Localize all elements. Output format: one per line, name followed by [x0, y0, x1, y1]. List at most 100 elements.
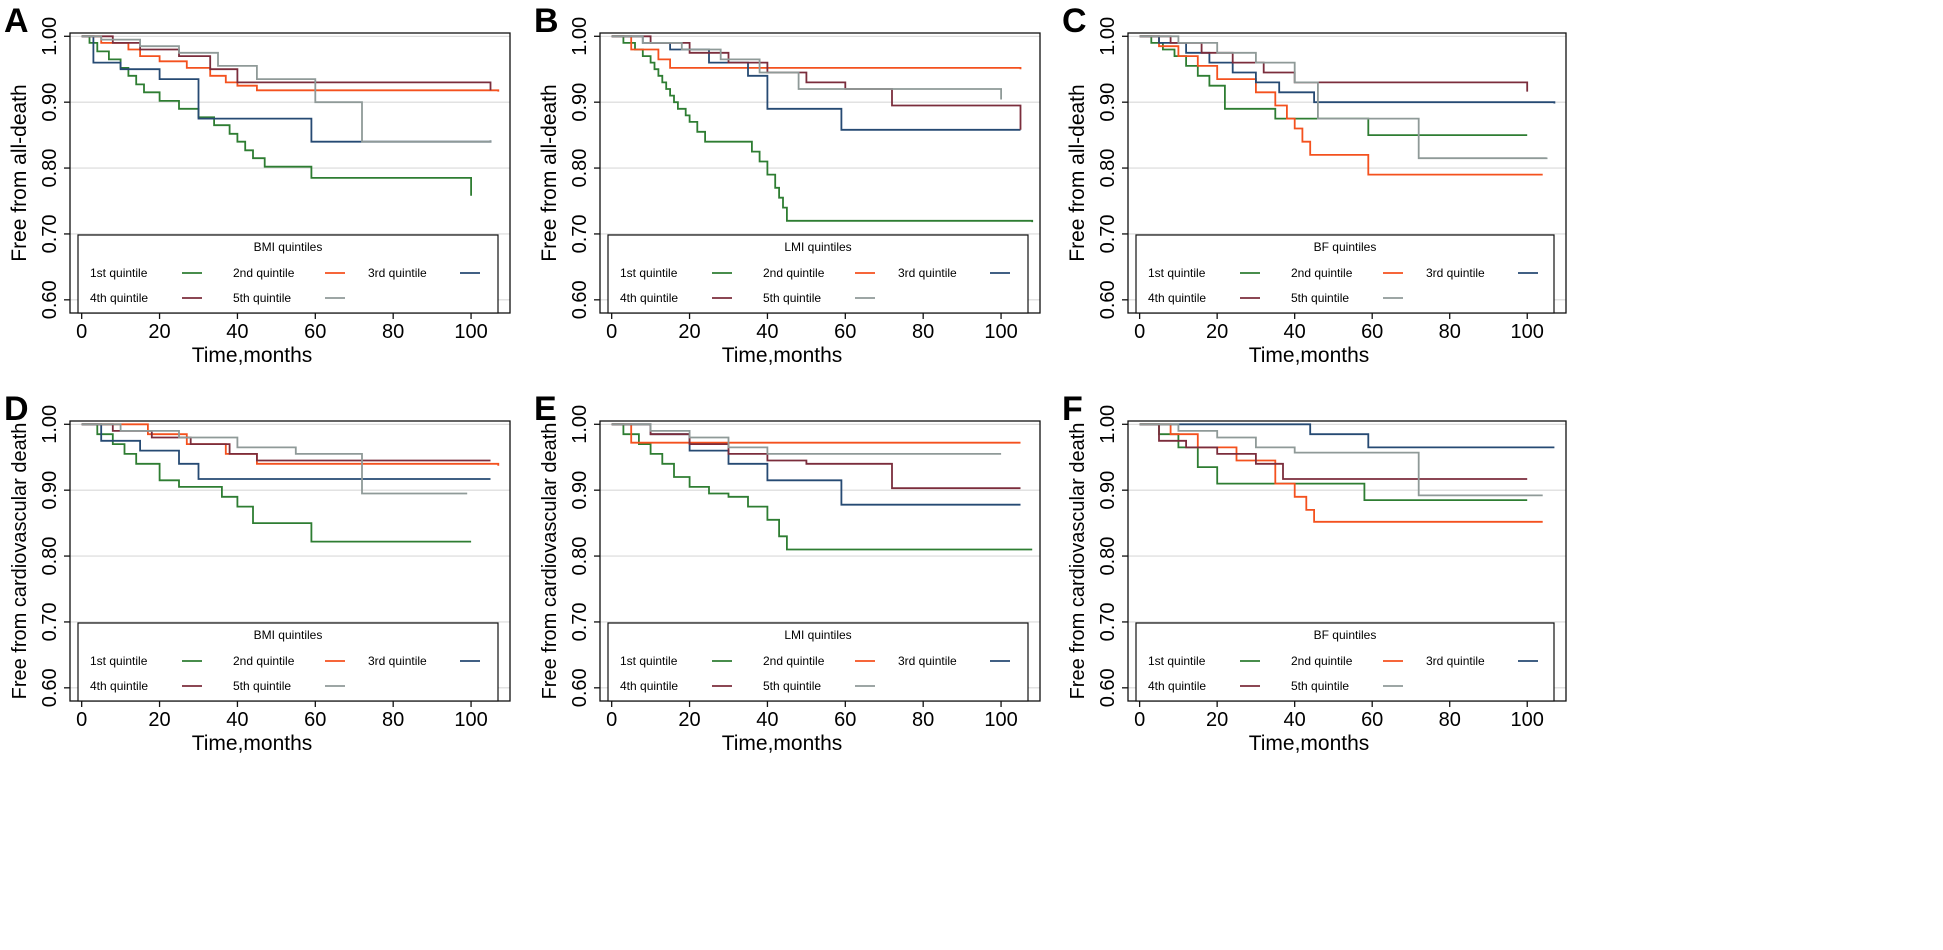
x-tick-label: 60 [304, 709, 326, 731]
y-tick-label: 1.00 [39, 17, 61, 56]
y-tick-label: 0.60 [569, 280, 591, 319]
legend-label: 3rd quintile [368, 654, 427, 668]
y-tick-label: 1.00 [1097, 405, 1119, 444]
panel-e: E 0.60 0.70 0.80 0.90 1.00 0 20 40 60 80 100 Time,mo… [534, 390, 1041, 755]
y-axis-title: Free from cardiovascular death [539, 423, 561, 700]
y-tick-label: 0.60 [39, 668, 61, 707]
legend-label: 3rd quintile [368, 266, 427, 280]
x-tick-label: 0 [76, 709, 87, 731]
x-tick-label: 20 [148, 321, 170, 343]
y-axis-title: Free from all-death [538, 84, 561, 261]
y-tick-label: 1.00 [1097, 17, 1119, 56]
x-tick-label: 80 [1439, 321, 1461, 343]
x-tick-label: 100 [454, 709, 487, 731]
x-tick-label: 100 [984, 709, 1017, 731]
x-tick-label: 20 [1206, 321, 1228, 343]
series-line-3 [81, 35, 492, 143]
series-line-4 [81, 423, 491, 462]
y-tick-label: 0.90 [1097, 83, 1119, 122]
legend-label: 3rd quintile [1426, 654, 1485, 668]
x-tick-label: 20 [678, 321, 700, 343]
legend-label: 2nd quintile [233, 266, 295, 280]
y-tick-label: 0.90 [39, 83, 61, 122]
legend-title: LMI quintiles [784, 240, 851, 254]
x-axis-title: Time,months [1249, 344, 1370, 367]
series-line-4 [81, 35, 492, 91]
x-tick-label: 20 [678, 709, 700, 731]
legend-label: 4th quintile [90, 679, 148, 693]
legend-box [1135, 622, 1555, 702]
panel-letter: C [1062, 2, 1087, 40]
x-axis-title: Time,months [722, 732, 843, 755]
x-tick-label: 0 [1134, 321, 1145, 343]
legend-label: 5th quintile [1291, 291, 1349, 305]
series-line-4 [611, 423, 1021, 490]
y-tick-label: 0.70 [1097, 602, 1119, 641]
x-axis-title: Time,months [722, 344, 843, 367]
panel-letter: D [4, 390, 29, 428]
y-tick-label: 0.80 [39, 149, 61, 188]
y-tick-label: 0.70 [569, 214, 591, 253]
series-line-5 [1139, 423, 1543, 497]
y-tick-label: 1.00 [569, 405, 591, 444]
series-line-5 [81, 423, 468, 495]
series-line-4 [1139, 423, 1528, 480]
panel-letter: F [1062, 390, 1083, 428]
y-tick-label: 0.80 [39, 537, 61, 576]
panel-letter: A [4, 2, 29, 40]
legend-label: 5th quintile [1291, 679, 1349, 693]
series-line-1 [611, 423, 1033, 551]
x-tick-label: 80 [382, 321, 404, 343]
panel-letter: E [534, 390, 557, 428]
series-line-3 [81, 423, 491, 480]
legend-label: 4th quintile [620, 679, 678, 693]
legend-label: 1st quintile [1148, 654, 1206, 668]
y-tick-label: 0.60 [39, 280, 61, 319]
legend-label: 2nd quintile [763, 654, 825, 668]
legend-label: 1st quintile [620, 654, 678, 668]
series-line-1 [1139, 35, 1528, 136]
x-tick-label: 80 [912, 321, 934, 343]
legend-label: 2nd quintile [1291, 654, 1353, 668]
legend-title: BMI quintiles [254, 628, 323, 642]
legend-box [77, 234, 499, 314]
x-tick-label: 80 [912, 709, 934, 731]
y-tick-label: 0.70 [39, 214, 61, 253]
x-axis-title: Time,months [192, 732, 313, 755]
y-tick-label: 1.00 [39, 405, 61, 444]
x-tick-label: 60 [834, 321, 856, 343]
legend-box [1135, 234, 1555, 314]
legend-label: 4th quintile [620, 291, 678, 305]
y-axis-title: Free from cardiovascular death [9, 423, 31, 700]
legend-title: BMI quintiles [254, 240, 323, 254]
x-tick-label: 0 [1134, 709, 1145, 731]
series-line-2 [81, 35, 500, 92]
series-line-1 [611, 35, 1034, 223]
legend-title: LMI quintiles [784, 628, 851, 642]
y-tick-label: 0.70 [1097, 214, 1119, 253]
legend-label: 3rd quintile [898, 266, 957, 280]
y-tick-label: 0.80 [569, 149, 591, 188]
series-line-5 [1139, 35, 1548, 160]
legend-label: 1st quintile [1148, 266, 1206, 280]
panel-c: C 0.60 0.70 0.80 0.90 1.00 0 20 40 60 80 100 Time,mo… [1062, 2, 1567, 367]
x-tick-label: 40 [756, 321, 778, 343]
x-tick-label: 0 [76, 321, 87, 343]
panel-d: D 0.60 0.70 0.80 0.90 1.00 0 20 40 60 80 100 Time,mo… [4, 390, 511, 755]
x-tick-label: 40 [756, 709, 778, 731]
x-tick-label: 40 [1284, 709, 1306, 731]
x-tick-label: 60 [834, 709, 856, 731]
x-axis-title: Time,months [192, 344, 313, 367]
legend-label: 5th quintile [233, 679, 291, 693]
x-tick-label: 100 [454, 321, 487, 343]
series-line-5 [81, 35, 492, 143]
legend-box [607, 234, 1029, 314]
x-tick-label: 40 [226, 709, 248, 731]
x-tick-label: 100 [984, 321, 1017, 343]
panel-a: A 0.60 0.70 0.80 0.90 1.00 0 20 40 60 80 100 Time,mo… [4, 2, 511, 367]
x-tick-label: 60 [304, 321, 326, 343]
legend-label: 2nd quintile [233, 654, 295, 668]
x-tick-label: 60 [1361, 709, 1383, 731]
series-line-5 [611, 423, 1002, 455]
series-line-5 [611, 35, 1002, 100]
